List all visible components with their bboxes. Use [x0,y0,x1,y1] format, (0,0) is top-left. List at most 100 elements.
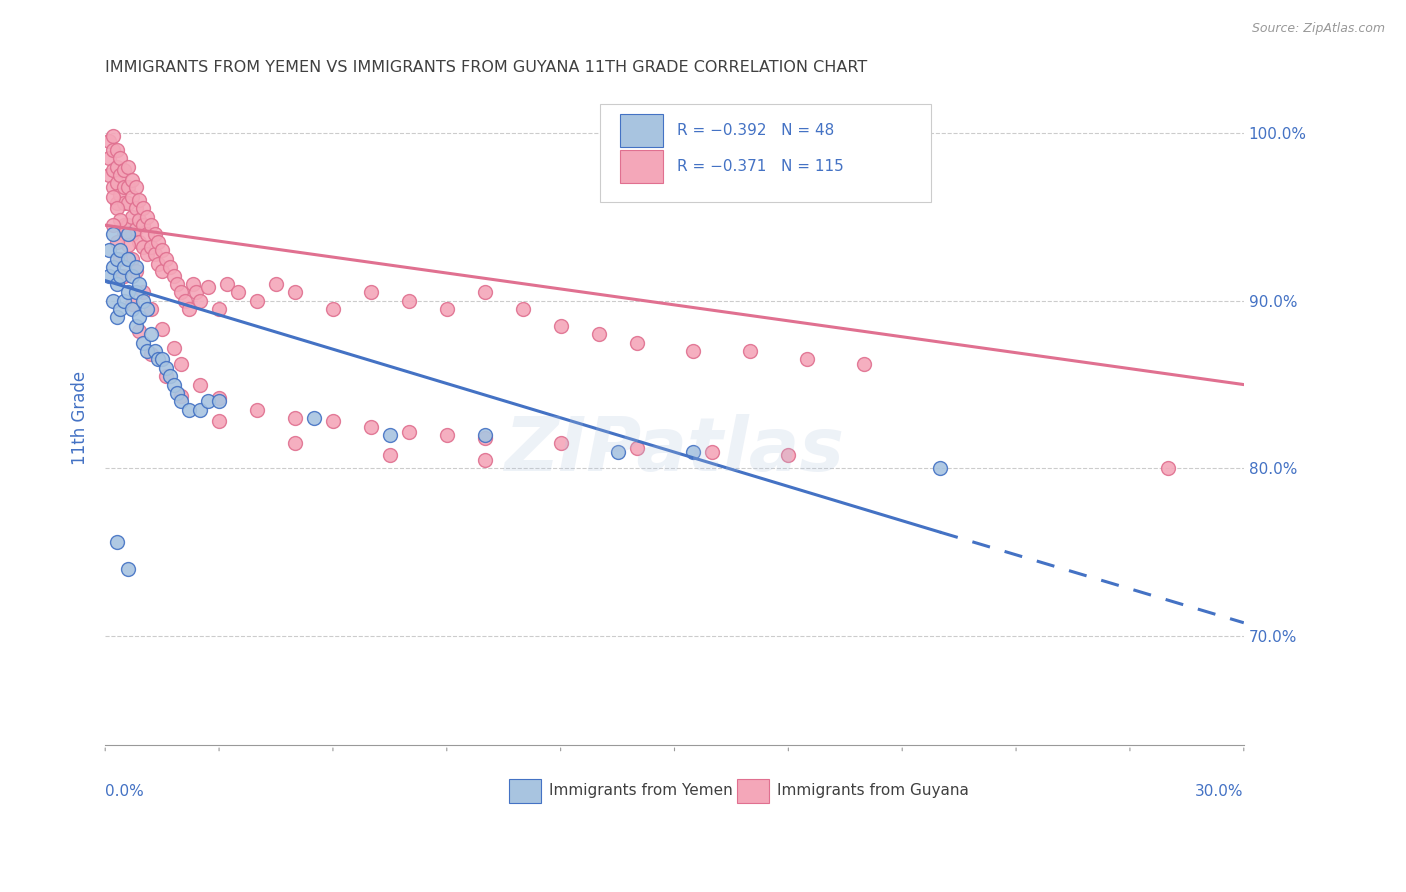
Point [121,190,143,204]
Point [150,244,173,258]
Point [186,285,208,300]
Point [139,327,162,342]
Text: R = −0.371   N = 115: R = −0.371 N = 115 [676,159,844,174]
Point [132,285,155,300]
Point [170,358,193,372]
Point [474,428,496,442]
Point [105,202,128,216]
Point [105,535,128,549]
Point [105,176,128,190]
Point [177,302,200,317]
Point [246,293,269,308]
Point [124,202,146,216]
Point [148,235,170,249]
FancyBboxPatch shape [509,780,541,803]
Point [124,179,146,194]
Point [98,268,121,283]
Point [121,210,143,224]
Point [132,335,155,350]
Point [264,277,287,291]
Point [322,415,344,429]
Text: 30.0%: 30.0% [1195,784,1244,799]
Point [101,218,124,232]
Point [436,428,458,442]
Text: 0.0%: 0.0% [105,784,143,799]
Point [101,190,124,204]
Point [105,196,128,211]
Point [188,293,211,308]
Point [170,394,193,409]
Point [778,448,800,462]
Point [121,173,143,187]
Point [550,318,572,333]
Point [148,257,170,271]
Point [512,302,534,317]
Point [117,179,139,194]
Point [322,302,344,317]
Point [162,377,184,392]
Point [112,293,135,308]
Point [105,235,128,249]
Point [98,151,121,165]
Point [166,277,188,291]
Point [215,277,238,291]
Point [117,218,139,232]
Point [853,358,876,372]
Text: R = −0.392   N = 48: R = −0.392 N = 48 [676,123,834,137]
Point [117,238,139,252]
Point [136,344,159,359]
Point [121,297,143,311]
Point [136,246,159,260]
Point [124,221,146,235]
Point [398,425,420,439]
Point [117,160,139,174]
Point [284,436,307,450]
Point [162,341,184,355]
Point [1157,461,1180,475]
Point [208,302,231,317]
Point [155,252,177,266]
Point [136,210,159,224]
Point [124,318,146,333]
Point [117,285,139,300]
Point [155,360,177,375]
Point [105,277,128,291]
Point [128,324,150,338]
Point [124,263,146,277]
Point [197,280,219,294]
Point [139,240,162,254]
Point [148,352,170,367]
Point [378,428,401,442]
Point [128,277,150,291]
Point [105,252,128,266]
Point [682,444,704,458]
Point [166,386,188,401]
Point [136,302,159,317]
Point [796,352,818,367]
Point [124,260,146,275]
Point [112,227,135,241]
Point [101,129,124,144]
Point [170,389,193,403]
FancyBboxPatch shape [620,150,664,183]
Point [112,218,135,232]
Point [246,402,269,417]
FancyBboxPatch shape [737,780,769,803]
Y-axis label: 11th Grade: 11th Grade [72,371,89,466]
Point [740,344,762,359]
Point [136,227,159,241]
Point [121,252,143,266]
Point [110,252,132,266]
Point [302,411,325,425]
Point [143,344,166,359]
Point [110,268,132,283]
Point [105,160,128,174]
Point [929,461,952,475]
Point [143,227,166,241]
Point [132,218,155,232]
Point [174,293,197,308]
Point [128,213,150,227]
Text: Immigrants from Yemen: Immigrants from Yemen [550,783,733,798]
Text: Source: ZipAtlas.com: Source: ZipAtlas.com [1251,22,1385,36]
Point [132,293,155,308]
